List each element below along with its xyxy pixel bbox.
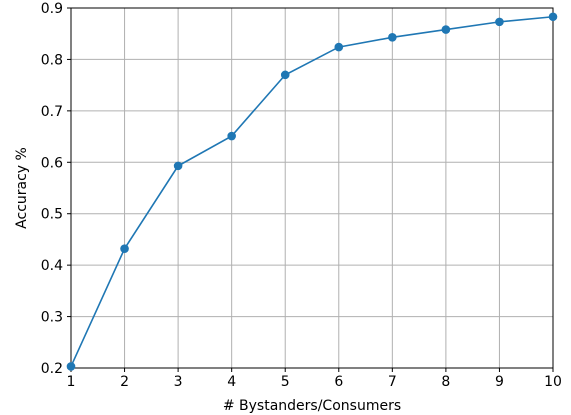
data-point [66,362,76,371]
x-tick-label: 9 [495,374,504,390]
x-tick-label: 2 [120,374,129,390]
data-point [120,244,129,253]
y-tick-label: 0.2 [41,361,63,377]
plot-frame [70,7,554,369]
data-point [548,12,558,22]
data-point [495,17,504,27]
x-tick-label: 1 [67,374,76,390]
x-tick-label: 3 [174,374,183,390]
data-point [334,42,344,52]
data-point [173,161,183,171]
y-tick-label: 0.4 [41,258,63,274]
grid [70,7,554,369]
x-tick-label: 8 [441,374,450,390]
y-tick-label: 0.7 [41,104,63,120]
y-tick-label: 0.6 [41,155,63,171]
y-tick-label: 0.9 [41,1,63,17]
y-axis-label: Accuracy % [14,147,30,229]
ticks: 1 2 3 4 5 6 7 8 9 10 0.2 0.3 0.4 0.5 0.6 0.7 0.8 0.9 [41,1,562,390]
x-tick-label: 4 [227,374,236,390]
x-tick-label: 10 [544,374,562,390]
x-tick-label: 7 [388,374,397,390]
series-line [70,15,554,367]
series-layer [66,12,558,371]
data-point [388,33,397,42]
x-axis-label: # Bystanders/Consumers [223,398,401,414]
x-tick-label: 6 [334,374,343,390]
y-tick-label: 0.5 [41,207,63,223]
data-point [227,131,236,141]
data-point [280,70,290,80]
y-tick-label: 0.8 [41,52,63,68]
x-tick-label: 5 [281,374,290,390]
data-point [441,25,451,34]
y-tick-label: 0.3 [41,310,63,326]
